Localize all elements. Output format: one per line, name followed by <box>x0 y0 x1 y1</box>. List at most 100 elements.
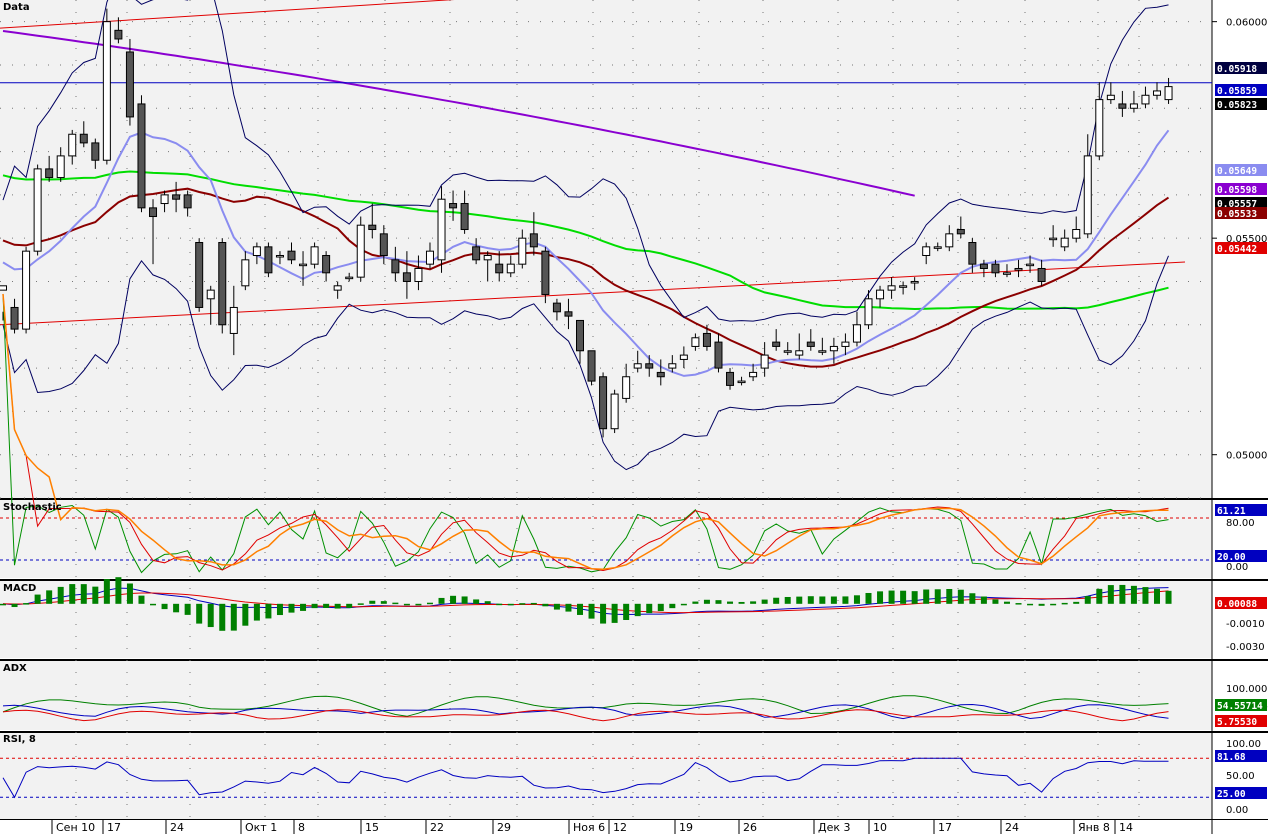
candle-body[interactable] <box>564 311 573 317</box>
candle-body[interactable] <box>506 263 515 274</box>
candle-body[interactable] <box>483 254 492 261</box>
candle-body[interactable] <box>264 246 273 274</box>
candle-body[interactable] <box>552 302 561 313</box>
candle-body[interactable] <box>956 229 965 235</box>
candle-body[interactable] <box>1095 99 1104 157</box>
candle-body[interactable] <box>1141 94 1150 105</box>
candle-body[interactable] <box>576 319 584 352</box>
candle-body[interactable] <box>691 337 700 347</box>
candle-body[interactable] <box>922 246 931 256</box>
candle-body[interactable] <box>183 194 192 209</box>
candle-body[interactable] <box>772 341 781 347</box>
candle-body[interactable] <box>10 306 19 330</box>
stochastic-plot-area[interactable] <box>0 500 1212 578</box>
candle-body[interactable] <box>1072 229 1081 239</box>
candle-body[interactable] <box>795 350 804 356</box>
candle-body[interactable] <box>945 233 954 248</box>
candle-body[interactable] <box>910 280 919 284</box>
candle-body[interactable] <box>0 285 7 291</box>
candle-body[interactable] <box>218 242 227 326</box>
candle-body[interactable] <box>656 371 665 378</box>
candle-body[interactable] <box>818 350 827 353</box>
candle-body[interactable] <box>622 376 631 399</box>
candle-body[interactable] <box>287 250 296 261</box>
candle-body[interactable] <box>137 103 146 209</box>
candle-body[interactable] <box>379 233 388 256</box>
candle-body[interactable] <box>414 267 423 282</box>
candle-body[interactable] <box>206 289 215 300</box>
candle-body[interactable] <box>933 246 942 249</box>
candle-body[interactable] <box>1106 94 1115 101</box>
candle-body[interactable] <box>241 259 250 287</box>
candle-body[interactable] <box>252 246 261 256</box>
candle-body[interactable] <box>79 133 88 144</box>
candle-body[interactable] <box>668 363 677 369</box>
candle-body[interactable] <box>979 263 988 269</box>
candle-body[interactable] <box>333 285 342 291</box>
candle-body[interactable] <box>1014 267 1023 271</box>
rsi-plot-area[interactable] <box>0 733 1212 819</box>
candle-body[interactable] <box>1153 90 1161 96</box>
candle-body[interactable] <box>1060 237 1069 248</box>
candle-body[interactable] <box>645 363 654 369</box>
candle-body[interactable] <box>460 203 469 231</box>
candle-body[interactable] <box>1118 103 1127 109</box>
candle-body[interactable] <box>864 298 873 326</box>
candle-body[interactable] <box>841 341 850 347</box>
candle-body[interactable] <box>749 371 758 378</box>
candle-body[interactable] <box>1129 103 1138 109</box>
candle-body[interactable] <box>714 341 723 369</box>
candle-body[interactable] <box>1002 272 1011 275</box>
candle-body[interactable] <box>229 306 238 334</box>
candle-body[interactable] <box>702 332 711 347</box>
candle-body[interactable] <box>899 285 908 288</box>
candle-body[interactable] <box>760 354 769 369</box>
candle-body[interactable] <box>495 263 504 274</box>
candle-body[interactable] <box>518 237 527 265</box>
candle-body[interactable] <box>633 363 642 369</box>
candle-body[interactable] <box>599 376 608 430</box>
candle-body[interactable] <box>56 155 65 179</box>
candle-body[interactable] <box>1037 267 1046 282</box>
candle-body[interactable] <box>737 380 746 384</box>
candle-body[interactable] <box>587 350 596 382</box>
candle-body[interactable] <box>425 250 434 265</box>
candle-body[interactable] <box>1049 237 1058 241</box>
candle-body[interactable] <box>991 263 1000 274</box>
candle-body[interactable] <box>1164 86 1173 101</box>
candle-body[interactable] <box>887 285 896 291</box>
candle-body[interactable] <box>345 276 354 280</box>
candle-body[interactable] <box>472 246 481 261</box>
candle-body[interactable] <box>610 393 619 430</box>
candle-body[interactable] <box>149 207 158 218</box>
candle-body[interactable] <box>829 345 838 352</box>
candle-body[interactable] <box>876 289 885 300</box>
candle-body[interactable] <box>91 142 100 161</box>
candle-body[interactable] <box>310 246 319 265</box>
candle-body[interactable] <box>102 21 111 161</box>
candle-body[interactable] <box>449 203 458 209</box>
candle-body[interactable] <box>275 254 284 258</box>
candle-body[interactable] <box>968 242 977 265</box>
candle-body[interactable] <box>437 198 446 261</box>
candle-body[interactable] <box>402 272 411 282</box>
candle-body[interactable] <box>195 242 204 308</box>
candle-body[interactable] <box>679 354 688 360</box>
candle-body[interactable] <box>356 224 365 278</box>
candle-body[interactable] <box>1026 263 1035 267</box>
candle-body[interactable] <box>172 194 181 200</box>
candle-body[interactable] <box>322 254 331 274</box>
candle-body[interactable] <box>529 233 538 248</box>
candle-body[interactable] <box>368 224 377 231</box>
candle-body[interactable] <box>33 168 42 252</box>
candle-body[interactable] <box>299 263 308 267</box>
candle-body[interactable] <box>726 371 735 386</box>
candle-body[interactable] <box>68 133 77 157</box>
candle-body[interactable] <box>45 168 54 179</box>
candle-body[interactable] <box>783 350 792 353</box>
candle-body[interactable] <box>114 29 123 40</box>
adx-plot-area[interactable] <box>0 661 1212 730</box>
candle-body[interactable] <box>806 341 815 347</box>
candle-body[interactable] <box>22 250 31 330</box>
